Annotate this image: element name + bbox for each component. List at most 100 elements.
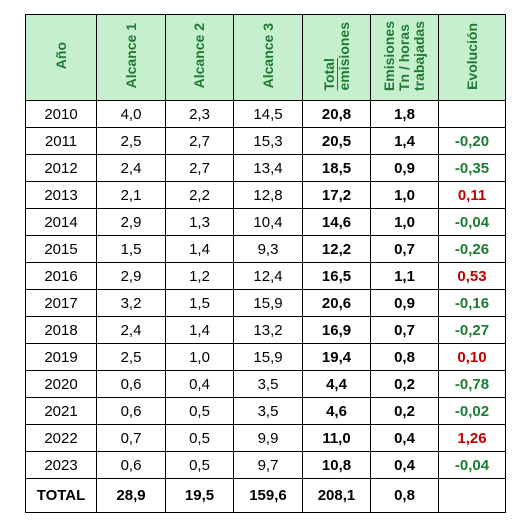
data-row: 2019 2,5 1,0 15,9 19,4 0,8 0,10 <box>25 343 506 371</box>
data-row: 2014 2,9 1,3 10,4 14,6 1,0 -0,04 <box>25 208 506 236</box>
column-header: Total emisiones <box>302 14 371 101</box>
cell: 0,6 <box>96 397 166 425</box>
cell: 0,4 <box>370 451 439 479</box>
column-header: Evolución <box>438 14 506 101</box>
column-header: Alcance 2 <box>165 14 234 101</box>
cell: -0,26 <box>438 235 506 263</box>
cell: 1,4 <box>165 316 234 344</box>
cell: 2010 <box>25 100 97 128</box>
cell: 0,53 <box>438 262 506 290</box>
cell: 18,5 <box>302 154 371 182</box>
cell: 9,7 <box>233 451 303 479</box>
cell: 4,4 <box>302 370 371 398</box>
cell: 3,5 <box>233 397 303 425</box>
cell: 1,26 <box>438 424 506 452</box>
cell: 0,7 <box>370 235 439 263</box>
cell: 2,5 <box>96 343 166 371</box>
cell: 0,8 <box>370 343 439 371</box>
cell: 10,4 <box>233 208 303 236</box>
cell: 0,6 <box>96 451 166 479</box>
cell: 20,8 <box>302 100 371 128</box>
cell: 0,4 <box>165 370 234 398</box>
cell: 0,2 <box>370 370 439 398</box>
cell: 20,6 <box>302 289 371 317</box>
cell: 14,5 <box>233 100 303 128</box>
total-cell: 19,5 <box>165 478 234 513</box>
cell: 2020 <box>25 370 97 398</box>
cell: 4,0 <box>96 100 166 128</box>
cell: 14,6 <box>302 208 371 236</box>
header-line: trabajadas <box>411 20 427 92</box>
header-text: Alcance 1 <box>122 23 139 89</box>
cell: 2,7 <box>165 154 234 182</box>
total-cell: 208,1 <box>302 478 371 513</box>
data-row: 2021 0,6 0,5 3,5 4,6 0,2 -0,02 <box>25 397 506 425</box>
cell: 16,9 <box>302 316 371 344</box>
header-line: Tn / horas <box>396 24 412 92</box>
data-row: 2018 2,4 1,4 13,2 16,9 0,7 -0,27 <box>25 316 506 344</box>
data-row: 2020 0,6 0,4 3,5 4,4 0,2 -0,78 <box>25 370 506 398</box>
column-header: Alcance 1 <box>96 14 166 101</box>
data-row: 2022 0,7 0,5 9,9 11,0 0,4 1,26 <box>25 424 506 452</box>
cell: 4,6 <box>302 397 371 425</box>
header-line: emisiones <box>335 21 352 91</box>
cell: 15,9 <box>233 343 303 371</box>
cell: 1,0 <box>165 343 234 371</box>
cell: 9,9 <box>233 424 303 452</box>
cell: 1,2 <box>165 262 234 290</box>
cell: -0,16 <box>438 289 506 317</box>
cell: 1,0 <box>370 208 439 236</box>
cell: 2014 <box>25 208 97 236</box>
total-row: TOTAL 28,9 19,5 159,6 208,1 0,8 <box>25 478 506 513</box>
cell: 13,4 <box>233 154 303 182</box>
cell: 2,5 <box>96 127 166 155</box>
cell: -0,20 <box>438 127 506 155</box>
cell: 20,5 <box>302 127 371 155</box>
cell: -0,02 <box>438 397 506 425</box>
cell: 2015 <box>25 235 97 263</box>
column-header: Año <box>25 14 97 101</box>
header-line: Alcance 2 <box>191 23 207 89</box>
header-text: Evolución <box>464 23 480 90</box>
cell: 2,3 <box>165 100 234 128</box>
cell: 2017 <box>25 289 97 317</box>
cell: 12,8 <box>233 181 303 209</box>
data-row: 2015 1,5 1,4 9,3 12,2 0,7 -0,26 <box>25 235 506 263</box>
cell: 0,10 <box>438 343 506 371</box>
cell: 10,8 <box>302 451 371 479</box>
header-text: Emisiones Tn / horas trabajadas <box>381 20 427 92</box>
data-row: 2016 2,9 1,2 12,4 16,5 1,1 0,53 <box>25 262 506 290</box>
data-row: 2010 4,0 2,3 14,5 20,8 1,8 <box>25 100 506 128</box>
cell: 2019 <box>25 343 97 371</box>
cell: 0,6 <box>96 370 166 398</box>
data-row: 2013 2,1 2,2 12,8 17,2 1,0 0,11 <box>25 181 506 209</box>
table-body: 2010 4,0 2,3 14,5 20,8 1,8 2011 2,5 2,7 15,3 20,5 1… <box>25 100 506 513</box>
header-line: Total <box>320 57 337 91</box>
column-header: Emisiones Tn / horas trabajadas <box>370 14 439 101</box>
cell: 16,5 <box>302 262 371 290</box>
cell: 0,4 <box>370 424 439 452</box>
cell: 2023 <box>25 451 97 479</box>
data-row: 2023 0,6 0,5 9,7 10,8 0,4 -0,04 <box>25 451 506 479</box>
cell: 1,1 <box>370 262 439 290</box>
cell: 15,9 <box>233 289 303 317</box>
cell: 15,3 <box>233 127 303 155</box>
header-text: Año <box>53 42 69 69</box>
cell: 1,4 <box>370 127 439 155</box>
cell: 19,4 <box>302 343 371 371</box>
total-cell: 159,6 <box>233 478 303 513</box>
cell: 9,3 <box>233 235 303 263</box>
total-cell: 0,8 <box>370 478 439 513</box>
cell: 2,9 <box>96 262 166 290</box>
cell: 2021 <box>25 397 97 425</box>
cell: 1,5 <box>96 235 166 263</box>
header-row: Año Alcance 1 Alcance 2 Alcance 3 Total emisi… <box>25 14 506 101</box>
header-line: Alcance 1 <box>122 23 139 89</box>
cell: 2,2 <box>165 181 234 209</box>
cell: 1,0 <box>370 181 439 209</box>
cell: 0,9 <box>370 154 439 182</box>
cell: 1,5 <box>165 289 234 317</box>
cell: 11,0 <box>302 424 371 452</box>
cell: 2016 <box>25 262 97 290</box>
cell: 2011 <box>25 127 97 155</box>
